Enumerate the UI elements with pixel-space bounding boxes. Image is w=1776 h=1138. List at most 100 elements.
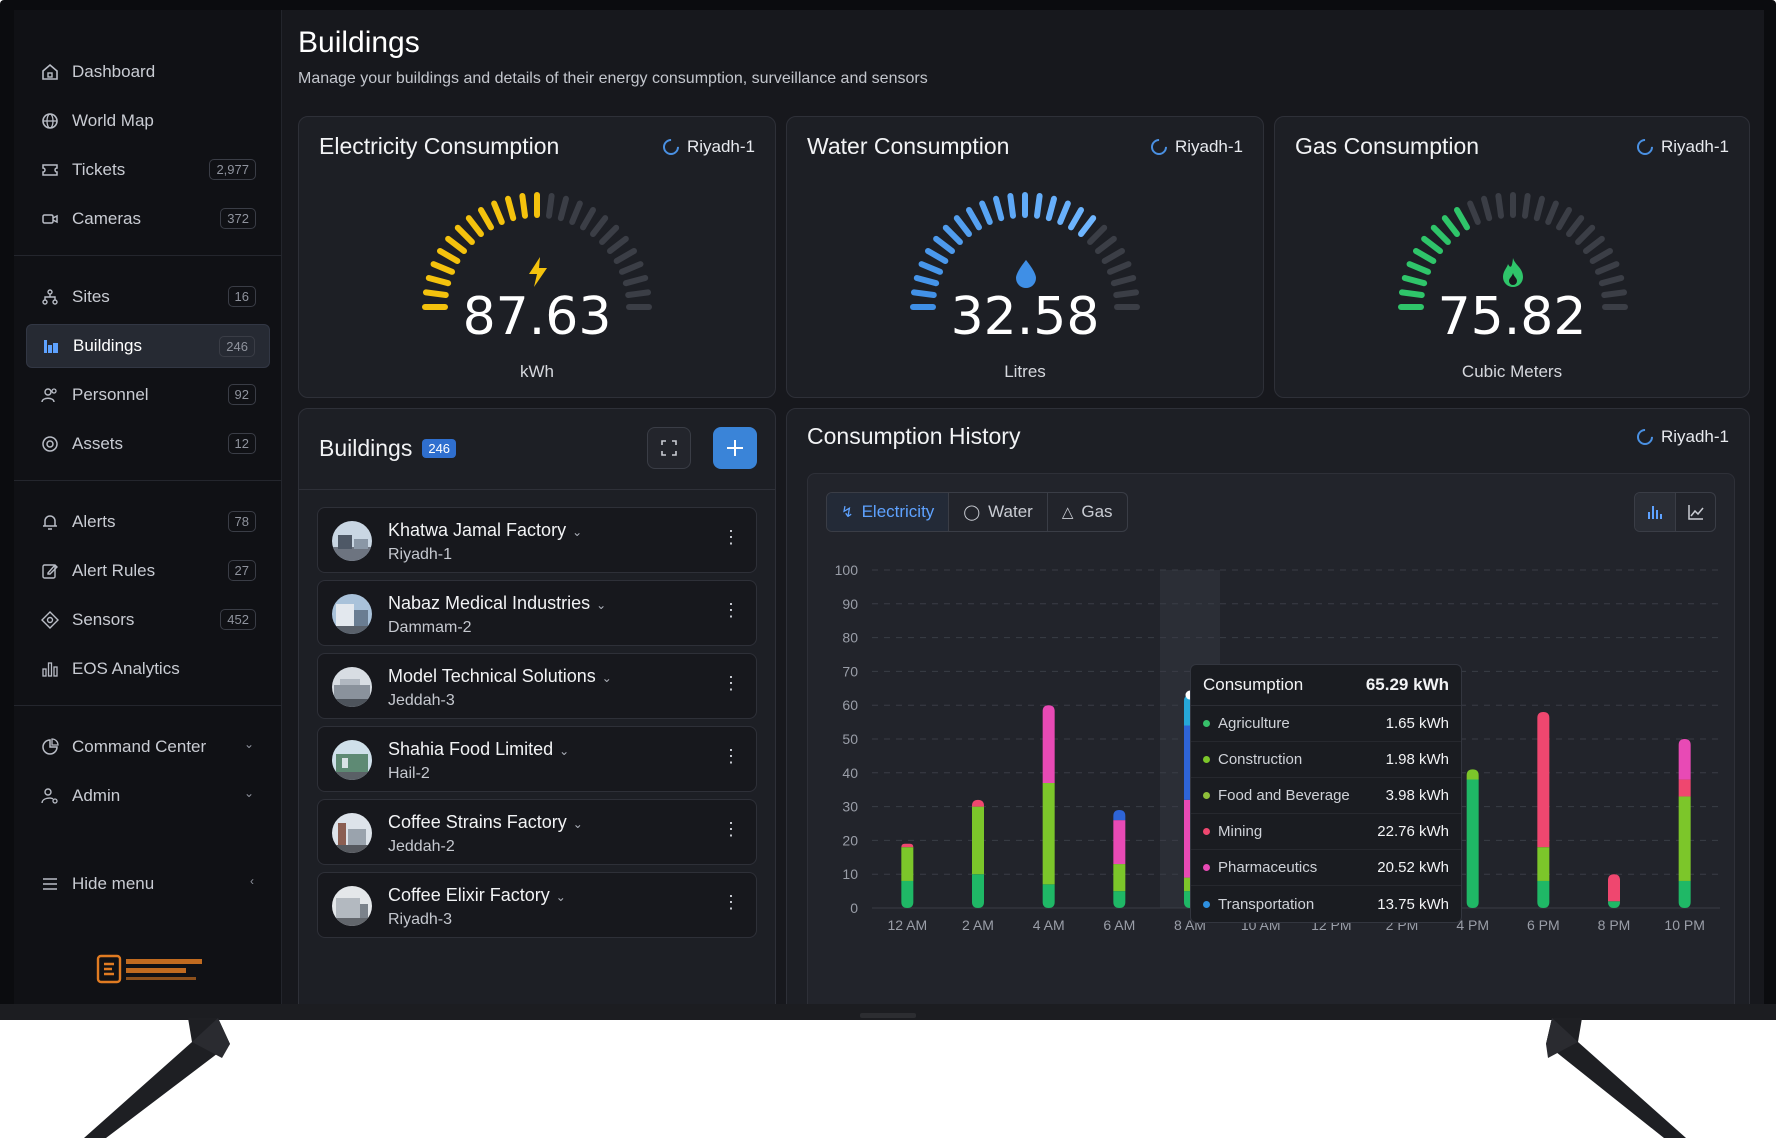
- tab-label: Gas: [1081, 502, 1113, 521]
- bar-segment-mining[interactable]: [972, 799, 984, 807]
- location-selector[interactable]: Riyadh-1: [659, 135, 755, 159]
- building-list-item[interactable]: Shahia Food Limited ⌄ Hail-2 ⋮: [317, 726, 757, 792]
- tab-electricity[interactable]: ↯ Electricity: [827, 493, 950, 531]
- bar-segment-agriculture[interactable]: [1113, 891, 1126, 908]
- gauge-tick: [613, 248, 637, 264]
- bar-segment-agriculture[interactable]: [1466, 779, 1479, 908]
- fullscreen-button[interactable]: [647, 427, 691, 469]
- bar-segment-construction[interactable]: [1466, 769, 1479, 780]
- location-selector[interactable]: Riyadh-1: [1147, 135, 1243, 159]
- building-name-text: Coffee Strains Factory: [388, 812, 567, 832]
- sidebar-item-assets[interactable]: Assets 12: [26, 422, 270, 466]
- chevron-down-icon: ⌄: [243, 786, 254, 800]
- more-options-icon[interactable]: ⋮: [722, 673, 740, 693]
- sidebar-item-world-map[interactable]: World Map: [26, 99, 270, 143]
- chevron-down-icon: ⌄: [601, 671, 612, 685]
- building-list-item[interactable]: Khatwa Jamal Factory ⌄ Riyadh-1 ⋮: [317, 507, 757, 573]
- line-view-button[interactable]: [1675, 493, 1715, 531]
- tooltip-row: Agriculture 1.65 kWh: [1191, 706, 1461, 742]
- bar-chart-icon: [40, 659, 60, 679]
- bar-segment-mining[interactable]: [1608, 874, 1620, 902]
- building-name: Nabaz Medical Industries ⌄: [388, 593, 606, 614]
- gauge-tick-active: [445, 235, 468, 254]
- gauge-tick: [1566, 215, 1585, 238]
- building-list-item[interactable]: Model Technical Solutions ⌄ Jeddah-3 ⋮: [317, 653, 757, 719]
- sidebar-item-sensors[interactable]: Sensors 452: [26, 598, 270, 642]
- more-options-icon[interactable]: ⋮: [722, 746, 740, 766]
- sidebar-item-sites[interactable]: Sites 16: [26, 275, 270, 319]
- count-badge: 78: [227, 511, 256, 532]
- bar-segment-agriculture[interactable]: [901, 880, 914, 908]
- legend-dot: [1203, 864, 1210, 871]
- location-selector[interactable]: Riyadh-1: [1633, 135, 1729, 159]
- sidebar-item-dashboard[interactable]: Dashboard: [26, 50, 270, 94]
- bar-segment-agriculture[interactable]: [1608, 901, 1620, 908]
- sidebar-item-alert-rules[interactable]: Alert Rules 27: [26, 549, 270, 593]
- more-options-icon[interactable]: ⋮: [722, 819, 740, 839]
- bar-segment-construction[interactable]: [1537, 847, 1550, 881]
- add-building-button[interactable]: [713, 427, 757, 469]
- location-selector[interactable]: Riyadh-1: [1633, 425, 1729, 449]
- tab-gas[interactable]: △ Gas: [1048, 493, 1127, 531]
- sidebar-item-cameras[interactable]: Cameras 372: [26, 197, 270, 241]
- gauge-tick: [1582, 235, 1605, 254]
- building-thumbnail: [332, 594, 372, 634]
- bar-segment-mining[interactable]: [1537, 711, 1550, 848]
- brand-logo: [96, 954, 202, 984]
- gauge-tick: [1545, 200, 1559, 226]
- bar-segment-construction[interactable]: [901, 847, 914, 881]
- sensor-icon: [40, 610, 60, 630]
- bar-chart-icon: [1648, 506, 1662, 519]
- bar-segment-construction[interactable]: [972, 806, 984, 875]
- more-options-icon[interactable]: ⋮: [722, 600, 740, 620]
- sidebar-item-admin[interactable]: Admin ⌄: [26, 774, 270, 818]
- bar-segment-pharmaceutics[interactable]: [1113, 820, 1126, 865]
- sidebar-item-alerts[interactable]: Alerts 78: [26, 500, 270, 544]
- gauge-tick-active: [1401, 275, 1428, 287]
- gauge-tick-active: [1057, 200, 1071, 226]
- target-icon: [40, 434, 60, 454]
- more-options-icon[interactable]: ⋮: [722, 527, 740, 547]
- sidebar-item-eos-analytics[interactable]: EOS Analytics: [26, 647, 270, 691]
- building-list-item[interactable]: Nabaz Medical Industries ⌄ Dammam-2 ⋮: [317, 580, 757, 646]
- sidebar-item-tickets[interactable]: Tickets 2,977: [26, 148, 270, 192]
- count-badge: 372: [220, 208, 256, 229]
- gauge-tick: [1589, 248, 1613, 264]
- bar-segment-pharmaceutics[interactable]: [1678, 739, 1691, 780]
- gauge-tick-active: [979, 200, 993, 226]
- bar-segment-pharmaceutics[interactable]: [1042, 705, 1055, 783]
- bar-segment-mining[interactable]: [901, 843, 914, 848]
- count-badge: 27: [227, 560, 256, 581]
- bar-segment-agriculture[interactable]: [1537, 880, 1550, 908]
- bar-segment-agriculture[interactable]: [1678, 880, 1691, 908]
- bar-segment-transportation[interactable]: [1113, 809, 1126, 821]
- count-badge: 246: [219, 336, 255, 357]
- bar-segment-construction[interactable]: [1678, 796, 1691, 881]
- ticket-icon: [40, 160, 60, 180]
- sidebar-item-personnel[interactable]: Personnel 92: [26, 373, 270, 417]
- sidebar-item-label: Personnel: [72, 385, 149, 404]
- location-label: Riyadh-1: [1660, 427, 1729, 446]
- building-list-item[interactable]: Coffee Elixir Factory ⌄ Riyadh-3 ⋮: [317, 872, 757, 938]
- hide-menu-label: Hide menu: [72, 874, 155, 893]
- chevron-left-icon: ‹: [250, 874, 254, 888]
- tab-water[interactable]: ◯ Water: [949, 493, 1048, 531]
- y-tick-label: 100: [835, 562, 859, 578]
- sidebar-item-command-center[interactable]: Command Center ⌄: [26, 725, 270, 769]
- bar-segment-agriculture[interactable]: [972, 874, 984, 908]
- bar-segment-agriculture[interactable]: [1042, 884, 1055, 908]
- sidebar-item-buildings[interactable]: Buildings 246: [26, 324, 270, 368]
- bar-segment-construction[interactable]: [1113, 864, 1126, 892]
- hide-menu-button[interactable]: Hide menu ‹: [26, 862, 270, 906]
- more-options-icon[interactable]: ⋮: [722, 892, 740, 912]
- bar-view-button[interactable]: [1635, 493, 1675, 531]
- y-tick-label: 40: [842, 765, 858, 781]
- bar-segment-mining[interactable]: [1678, 779, 1691, 797]
- page-title: Buildings: [298, 26, 420, 59]
- gauge-tick: [546, 192, 555, 219]
- gauge-tick: [1087, 224, 1108, 245]
- count-badge: 452: [220, 609, 256, 630]
- gauge-tick: [1094, 235, 1117, 254]
- building-list-item[interactable]: Coffee Strains Factory ⌄ Jeddah-2 ⋮: [317, 799, 757, 865]
- bar-segment-construction[interactable]: [1042, 782, 1055, 885]
